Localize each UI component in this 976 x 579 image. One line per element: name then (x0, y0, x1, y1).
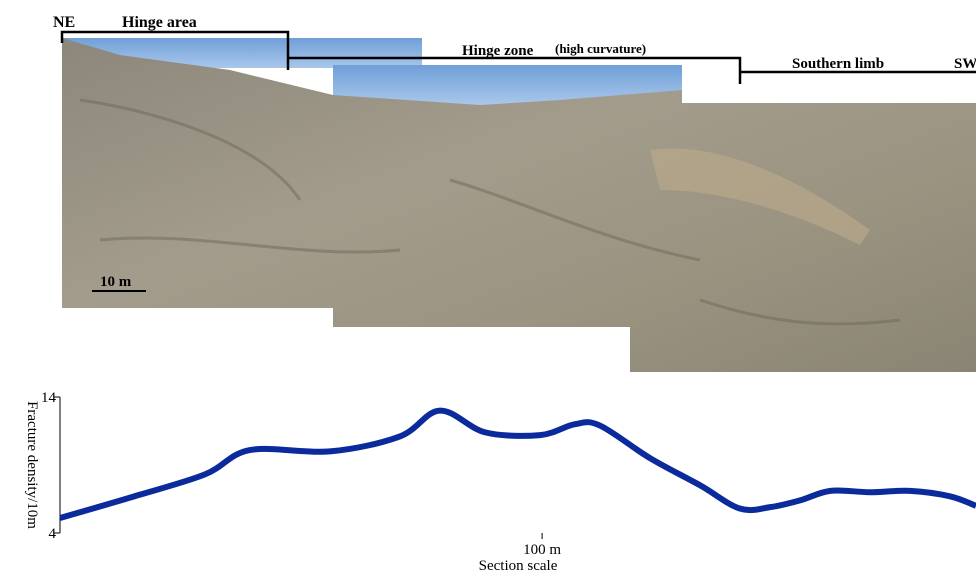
annotation: Hinge area (122, 14, 197, 31)
annotation: (high curvature) (555, 41, 646, 56)
annotation: SW (954, 56, 976, 72)
y-axis-label: Fracture density/10m (24, 401, 40, 529)
y-tick-label: 14 (41, 390, 57, 406)
annotation: Hinge zone (462, 43, 534, 59)
y-tick-label: 4 (49, 526, 57, 542)
photo (62, 38, 976, 372)
annotation: NE (53, 14, 75, 31)
data-line (60, 411, 976, 518)
annotation: Southern limb (792, 56, 884, 72)
figure: Fracture density/10m Section scale NE Hin… (0, 0, 976, 574)
annotation: 10 m (100, 274, 132, 290)
x-axis-label: Section scale (479, 558, 558, 574)
x-tick-label: 100 m (523, 542, 561, 558)
